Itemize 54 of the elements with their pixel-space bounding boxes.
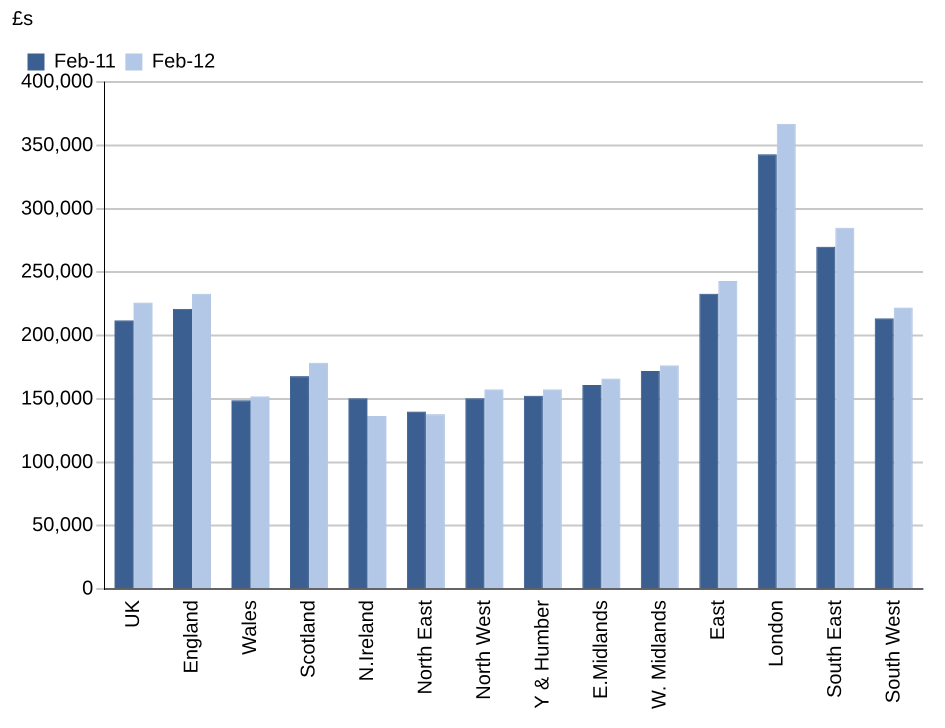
bar [367, 416, 386, 588]
bar [699, 294, 718, 588]
bar [348, 398, 368, 588]
bar [542, 389, 562, 588]
y-tick-label: 300,000 [21, 197, 94, 220]
bar [231, 400, 250, 588]
bar [524, 396, 543, 588]
bar [250, 396, 270, 588]
bar [406, 412, 426, 588]
bar [718, 281, 738, 588]
bar [465, 398, 484, 588]
x-tick-label: North West [472, 600, 495, 700]
y-tick-label: 250,000 [21, 260, 94, 283]
bar [660, 365, 679, 588]
x-tick-label: London [765, 600, 788, 667]
x-tick-label: North East [414, 600, 436, 695]
bar [426, 414, 445, 588]
x-tick-label: W. Midlands [648, 600, 670, 710]
bar [894, 308, 913, 588]
legend-label: Feb-11 [54, 50, 116, 73]
y-axis-title: £s [12, 8, 34, 32]
y-tick-label: 0 [82, 578, 94, 600]
x-tick-label: South East [824, 600, 846, 698]
y-tick-label: 350,000 [21, 134, 94, 156]
y-tick-label: 50,000 [32, 514, 94, 536]
x-tick-label: South West [882, 600, 904, 704]
x-tick-label: England [180, 600, 203, 674]
x-tick-label: UK [122, 599, 144, 628]
bar [308, 362, 328, 588]
bar [758, 154, 777, 588]
legend-label: Feb-12 [152, 50, 216, 73]
x-tick-label: Wales [239, 600, 262, 655]
bar [776, 124, 796, 588]
bar [192, 294, 212, 588]
bar [484, 389, 504, 588]
x-tick-label: N.Ireland [356, 600, 378, 682]
bar [582, 384, 602, 588]
y-tick-label: 150,000 [21, 387, 94, 410]
x-tick-label: East [706, 600, 729, 640]
bar [173, 308, 192, 588]
bar [290, 376, 309, 588]
x-tick-label: Scotland [297, 600, 320, 678]
x-tick-label: E.Midlands [590, 600, 612, 700]
bar [134, 302, 153, 588]
y-tick-label: 100,000 [21, 450, 94, 473]
y-tick-label: 400,000 [21, 70, 94, 93]
y-tick-label: 200,000 [21, 324, 94, 346]
bar [835, 228, 854, 588]
bar [640, 371, 660, 588]
x-tick-label: Y & Humber [531, 600, 554, 709]
bar [816, 246, 836, 588]
bar [601, 378, 620, 588]
bar [114, 320, 134, 588]
bar [874, 318, 894, 588]
